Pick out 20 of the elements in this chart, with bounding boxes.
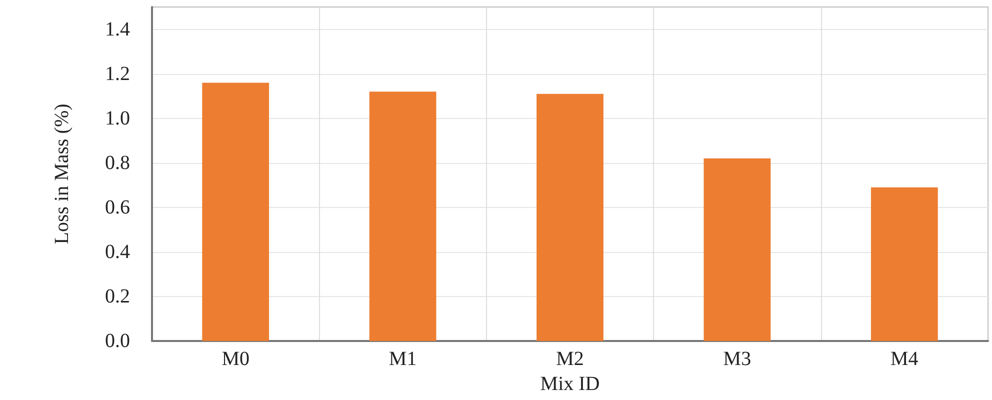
bar: [369, 92, 436, 341]
x-axis-title: Mix ID: [540, 372, 600, 395]
y-tick-label: 1.4: [105, 18, 130, 40]
y-tick-label: 0.6: [105, 196, 130, 218]
x-tick-label: M0: [222, 348, 250, 370]
y-tick-label: 0.4: [105, 240, 130, 263]
x-tick-label: M3: [723, 348, 752, 370]
bar: [202, 82, 270, 341]
bar: [536, 94, 604, 341]
x-tick-label: M1: [388, 348, 417, 370]
y-axis-title: Loss in Mass (%): [51, 104, 73, 244]
y-tick-label: 0.2: [105, 285, 130, 308]
y-tick-label: 1.2: [105, 62, 130, 85]
y-tick-label: 0.8: [105, 152, 130, 174]
bar: [704, 158, 771, 341]
x-tick-label: M2: [556, 348, 584, 370]
x-tick-label: M4: [890, 348, 918, 370]
y-tick-label: 1.0: [105, 107, 130, 130]
y-tick-label: 0.0: [105, 330, 130, 352]
bar: [870, 187, 938, 341]
